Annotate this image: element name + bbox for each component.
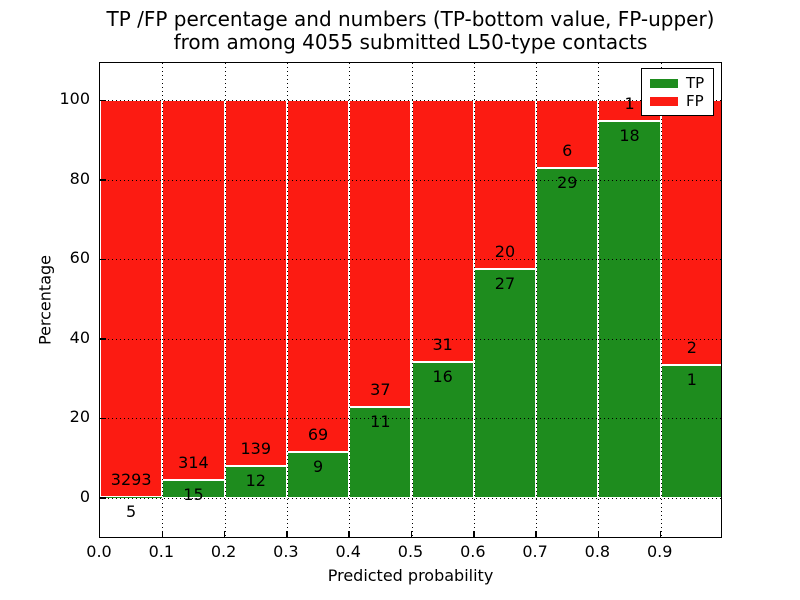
fp-legend-swatch-icon (650, 96, 678, 106)
x-tick-label: 0.2 (210, 542, 237, 561)
tp-count-label: 5 (126, 502, 137, 522)
fp-count-label: 31 (432, 335, 453, 355)
tp-bar (286, 451, 350, 498)
x-gridline (349, 63, 351, 537)
x-tick-mark (473, 531, 475, 537)
y-tick-mark (100, 417, 106, 420)
fp-count-label: 6 (562, 141, 573, 161)
x-gridline (660, 63, 662, 537)
y-tick-mark (100, 179, 106, 181)
chart-title-line2: from among 4055 submitted L50-type conta… (173, 30, 648, 54)
x-tick-mark (597, 531, 600, 537)
y-tick-mark (100, 338, 106, 340)
tp-count-label: 15 (183, 484, 204, 504)
fp-count-label: 2 (686, 338, 697, 358)
x-tick-mark (535, 531, 537, 537)
tp-count-label: 9 (312, 456, 324, 476)
chart-title-line1: TP /FP percentage and numbers (TP-bottom… (106, 7, 715, 31)
x-gridline (598, 63, 600, 537)
x-tick-label: 0.0 (86, 542, 112, 561)
y-tick-label: 100 (59, 89, 90, 109)
x-gridline (411, 63, 413, 537)
tp-bar (473, 269, 537, 498)
x-tick-label: 0.6 (460, 542, 486, 561)
x-tick-mark (659, 531, 662, 537)
x-tick-label: 0.5 (397, 542, 424, 561)
tp-legend-swatch-icon (650, 78, 678, 88)
tp-bar (411, 362, 474, 498)
legend-entry-tp: TP (650, 74, 713, 92)
fp-bar (660, 100, 721, 366)
x-tick-label: 0.7 (522, 542, 548, 561)
fp-bar (286, 100, 350, 452)
fp-bar (100, 100, 163, 498)
legend-label-fp: FP (686, 92, 704, 110)
x-tick-mark (286, 531, 288, 537)
x-tick-label: 0.1 (148, 542, 175, 561)
tp-count-label: 18 (619, 126, 640, 146)
tp-bar (224, 466, 287, 498)
fp-bar (162, 100, 225, 480)
tp-count-label: 11 (370, 411, 391, 431)
y-tick-mark (100, 99, 106, 102)
tp-bar (349, 406, 412, 498)
fp-count-label: 1 (624, 94, 635, 114)
fp-count-label: 20 (494, 242, 516, 262)
x-tick-mark (410, 531, 413, 537)
x-axis-label: Predicted probability (327, 566, 494, 585)
y-gridline (100, 418, 721, 420)
legend: TP FP (641, 68, 714, 116)
x-gridline (224, 63, 226, 537)
fp-bar (411, 100, 474, 363)
tp-bar (598, 121, 661, 498)
x-tick-mark (161, 531, 164, 537)
x-tick-label: 0.8 (584, 542, 611, 561)
y-gridline (100, 338, 721, 340)
fp-count-label: 37 (370, 379, 391, 399)
fp-count-label: 3293 (110, 470, 152, 490)
fp-bar (224, 100, 287, 467)
x-tick-label: 0.3 (273, 542, 299, 561)
fp-count-label: 314 (178, 452, 209, 472)
tp-count-label: 16 (432, 367, 453, 387)
y-tick-mark (100, 497, 106, 499)
y-gridline (100, 179, 721, 181)
y-tick-label: 0 (79, 486, 90, 506)
y-tick-label: 80 (69, 168, 90, 188)
tp-count-label: 27 (494, 274, 516, 294)
x-gridline (286, 63, 288, 537)
tp-count-label: 29 (557, 173, 578, 193)
x-gridline (536, 63, 538, 537)
y-gridline (100, 259, 721, 261)
x-tick-mark (348, 531, 350, 537)
x-gridline (473, 63, 475, 537)
legend-label-tp: TP (686, 74, 705, 92)
fp-bar (536, 100, 599, 169)
chart-title: TP /FP percentage and numbers (TP-bottom… (99, 8, 722, 54)
y-tick-label: 40 (69, 327, 90, 347)
plot-area: TP FP 3293 5 314 15 139 12 69 9 37 11 31 16 20 27 6 29 1… (99, 62, 722, 538)
fp-count-label: 139 (240, 439, 272, 459)
fp-count-label: 69 (307, 424, 329, 444)
fp-bar (349, 100, 412, 407)
tp-bar (100, 497, 163, 498)
x-gridline (162, 63, 164, 537)
tp-bar (536, 168, 599, 498)
tp-count-label: 12 (245, 471, 266, 491)
tp-count-label: 1 (686, 370, 697, 390)
y-gridline (100, 100, 721, 102)
x-tick-label: 0.4 (335, 542, 361, 561)
x-tick-mark (223, 531, 226, 537)
y-tick-mark (100, 258, 106, 261)
x-tick-label: 0.9 (646, 542, 673, 561)
legend-entry-fp: FP (650, 92, 713, 110)
y-tick-label: 60 (69, 248, 90, 268)
y-tick-label: 20 (69, 407, 90, 427)
y-gridline (100, 497, 721, 499)
